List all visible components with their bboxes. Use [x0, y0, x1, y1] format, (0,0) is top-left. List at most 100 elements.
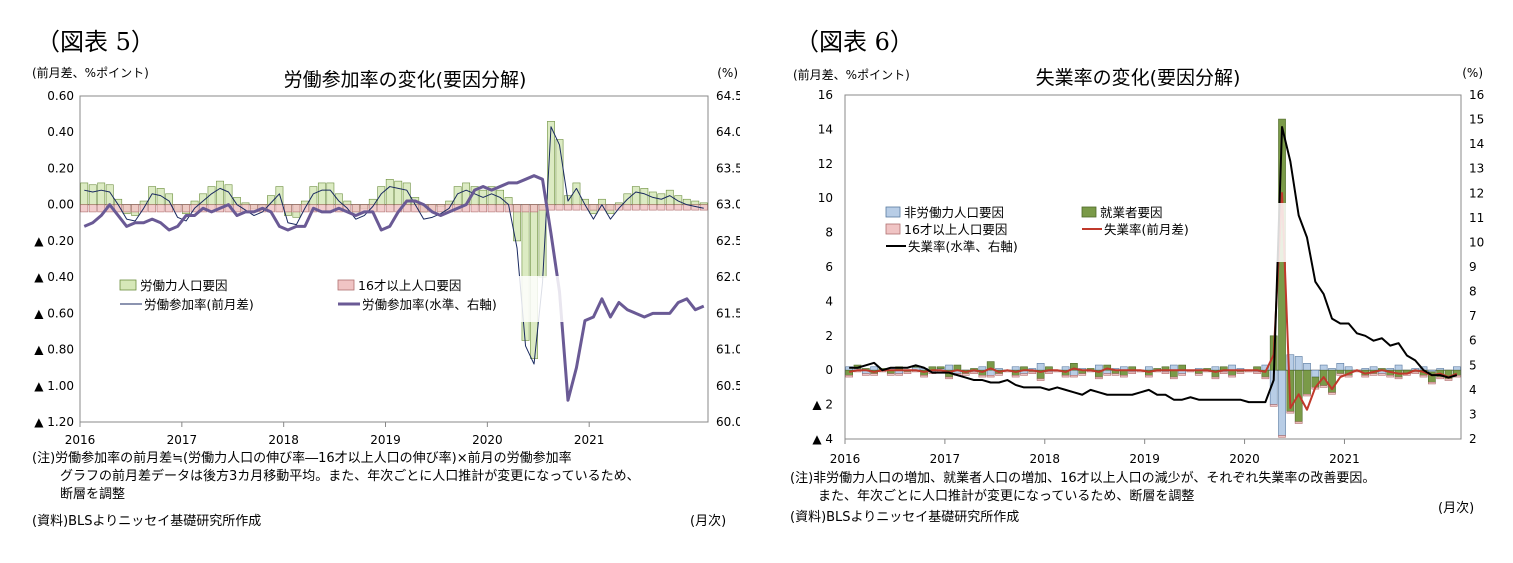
right-tick-label: 63.0 — [716, 198, 740, 212]
legend-label: 労働力人口要因 — [140, 278, 228, 293]
legend-swatch — [337, 279, 355, 291]
right-tick-label: 7 — [1469, 309, 1477, 323]
legend-label: 失業率(前月差) — [1104, 222, 1189, 237]
left-tick-label: 8 — [825, 226, 833, 240]
bar-b — [1070, 363, 1078, 371]
bar-b — [614, 204, 623, 211]
bar-b — [351, 204, 360, 213]
bar-c — [1070, 375, 1078, 378]
bar-a — [691, 200, 700, 205]
bar-b — [648, 204, 657, 211]
right-tick-label: 60.0 — [716, 415, 740, 429]
bar-c — [970, 371, 978, 374]
left-tick-label: ▲ 0.20 — [34, 234, 74, 248]
bar-a — [870, 366, 878, 371]
bar-c — [1411, 371, 1420, 374]
left-tick-label: 4 — [825, 294, 833, 308]
bar-c — [1236, 371, 1245, 374]
bar-c — [1286, 411, 1295, 414]
bar-a — [1095, 364, 1103, 371]
legend-label: 就業者要因 — [1100, 205, 1163, 220]
bar-c — [1078, 373, 1087, 376]
bar-c — [1369, 373, 1378, 376]
legend-label: 16才以上人口要因 — [358, 278, 461, 293]
bar-a — [80, 182, 89, 205]
bar-a — [1144, 366, 1153, 371]
left-tick-label: 0.00 — [47, 198, 74, 212]
bar-b — [402, 204, 411, 213]
bar-a — [1369, 366, 1378, 371]
bar-c — [1436, 376, 1445, 380]
bar-a — [216, 180, 224, 205]
bar-c — [1261, 376, 1270, 380]
bar-a — [555, 139, 564, 205]
bar-c — [1394, 376, 1403, 380]
bar-b — [1336, 369, 1345, 374]
bar-b — [564, 204, 572, 211]
bar-b — [631, 204, 640, 211]
bar-c — [1061, 375, 1070, 378]
labor-participation-chart: (前月差、%ポイント) (%) 労働参加率の変化(要因分解) 0.60 0.40 0.20… — [32, 65, 740, 447]
bar-c — [903, 371, 912, 374]
bar-a — [224, 184, 233, 205]
bar-a — [343, 200, 352, 205]
bar-c — [945, 376, 953, 380]
bar-c — [1278, 435, 1286, 438]
bar-c — [1169, 376, 1178, 380]
legend-label: 労働参加率(水準、右軸) — [362, 297, 497, 312]
bar-a — [156, 188, 165, 205]
bar-a — [385, 179, 394, 205]
x-tick-label: 2018 — [1030, 452, 1061, 466]
bar-a — [105, 184, 114, 205]
legend-label: 16才以上人口要因 — [904, 222, 1007, 237]
right-tick-label: 6 — [1469, 334, 1477, 348]
bar-a — [1319, 364, 1328, 371]
bar-a — [631, 186, 640, 205]
bar-a — [88, 184, 97, 205]
bar-a — [504, 197, 513, 205]
bar-c — [1011, 375, 1020, 378]
figure5-month-label: (月次) — [690, 514, 727, 529]
bar-c — [1095, 376, 1103, 380]
x-tick-label: 2019 — [1129, 452, 1160, 466]
figure5-note-line2: グラフの前月差データは後方3カ月移動平均。また、年次ごとに人口推計が変更になって… — [60, 469, 640, 484]
bar-b — [606, 204, 615, 211]
left-tick-label: ▲ 0.40 — [34, 270, 74, 284]
legend-swatch — [885, 223, 901, 235]
right-tick-label: 62.0 — [716, 270, 740, 284]
bar-b — [530, 204, 538, 213]
left-tick-label: 0.60 — [47, 89, 74, 103]
left-tick-label: ▲ 4 — [812, 432, 833, 446]
bar-a — [978, 366, 987, 371]
chart-title: 労働参加率の変化(要因分解) — [284, 69, 527, 91]
series-line-0 — [84, 126, 704, 365]
figure5-source: (資料)BLSよりニッセイ基礎研究所作成 — [32, 514, 262, 529]
right-tick-label: 14 — [1469, 137, 1484, 151]
bar-c — [1020, 373, 1028, 376]
bar-b — [470, 204, 479, 213]
right-tick-label: 9 — [1469, 260, 1477, 274]
bar-b — [986, 361, 995, 371]
right-tick-label: 64.5 — [716, 89, 740, 103]
bar-b — [640, 204, 649, 211]
left-tick-label: ▲ 1.00 — [34, 379, 74, 393]
left-tick-label: 10 — [818, 191, 833, 205]
bar-b — [674, 204, 683, 211]
bar-c — [886, 373, 895, 376]
legend-label: 労働参加率(前月差) — [144, 297, 254, 312]
bar-b — [131, 204, 140, 213]
right-tick-label: 61.0 — [716, 343, 740, 357]
right-tick-label: 16 — [1469, 88, 1484, 102]
bar-a — [1061, 366, 1070, 371]
bar-a — [945, 364, 953, 371]
bar-b — [275, 204, 284, 213]
left-tick-label: 0.40 — [47, 125, 74, 139]
bar-b — [513, 204, 521, 213]
bar-b — [487, 204, 496, 213]
figure6-note-line1: (注)非労働力人口の増加、就業者人口の増加、16才以上人口の減少が、それぞれ失業… — [790, 471, 1376, 486]
bar-a — [148, 186, 157, 205]
bar-a — [1011, 366, 1020, 371]
bar-c — [1045, 371, 1053, 374]
right-tick-label: 61.5 — [716, 306, 740, 320]
bar-a — [190, 200, 199, 205]
